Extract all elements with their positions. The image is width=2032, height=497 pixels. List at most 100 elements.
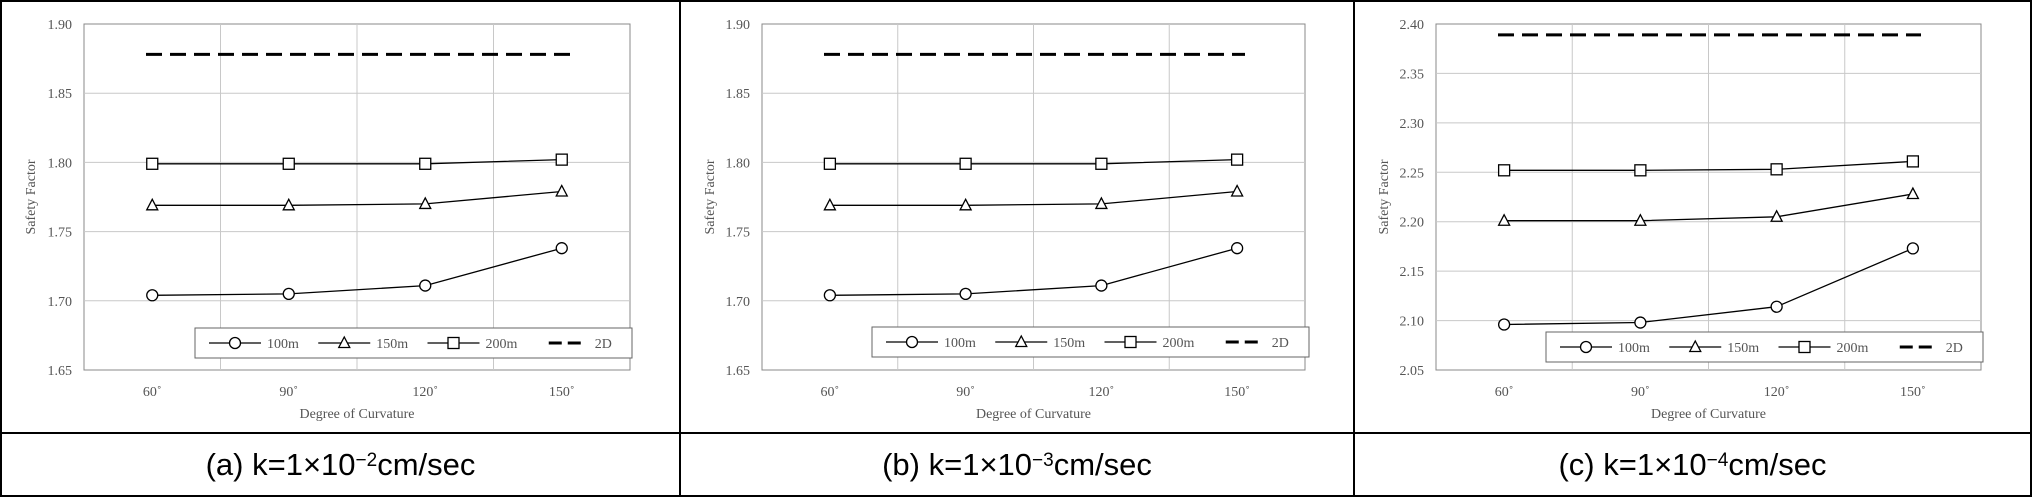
legend-label: 2D: [1946, 341, 1963, 356]
chart-panel-a: 1.65 1.70 1.75 1.80 1.85 1.90 60˚ 90˚ 120˚ 150˚ De…: [2, 0, 679, 432]
point-100m: [1770, 300, 1783, 313]
y-tick-label: 2.35: [1400, 67, 1425, 82]
y-tick-label: 1.70: [726, 295, 751, 310]
point-150m: [1497, 213, 1511, 226]
point-100m: [146, 289, 159, 302]
point-200m: [1634, 164, 1647, 177]
legend-marker-200m: [1798, 340, 1811, 354]
x-tick-label: 120˚: [1764, 385, 1790, 400]
legend-label: 100m: [944, 336, 976, 351]
point-200m: [1230, 153, 1244, 166]
series-line-150m: [1504, 193, 1914, 222]
point-150m: [555, 184, 569, 197]
legend: 100m 150m 200m 2D: [194, 327, 633, 359]
point-200m: [959, 157, 972, 170]
legend: 100m 150m 200m 2D: [1545, 331, 1984, 363]
x-axis-title: Degree of Curvature: [976, 407, 1091, 422]
y-tick-label: 2.05: [1400, 364, 1425, 379]
y-tick-label: 2.40: [1400, 18, 1425, 33]
y-tick-label: 2.25: [1400, 166, 1425, 181]
x-tick-label: 60˚: [821, 385, 840, 400]
legend-label: 100m: [1618, 341, 1650, 356]
y-tick-label: 1.90: [726, 18, 751, 33]
y-tick-label: 1.70: [48, 295, 73, 310]
legend-marker-200m: [1124, 335, 1137, 349]
caption-suffix: cm/sec: [377, 446, 476, 482]
x-tick-label: 60˚: [1495, 385, 1514, 400]
chart-b: 1.65 1.70 1.75 1.80 1.85 1.90 60˚ 90˚ 120˚ 150˚ De…: [703, 18, 1310, 422]
point-150m: [1906, 186, 1920, 200]
point-150m: [1230, 184, 1244, 197]
y-axis-title: Safety Factor: [24, 159, 39, 234]
point-150m: [1094, 196, 1108, 210]
series-line-150m: [152, 190, 562, 206]
point-100m: [823, 289, 837, 302]
point-200m: [1095, 157, 1108, 170]
point-150m: [145, 197, 159, 211]
x-axis-title: Degree of Curvature: [299, 407, 414, 422]
y-tick-label: 2.15: [1400, 265, 1425, 280]
point-150m: [1770, 209, 1784, 222]
point-100m: [1230, 242, 1244, 255]
x-tick-label: 150˚: [1224, 385, 1250, 400]
y-tick-label: 2.20: [1400, 216, 1425, 231]
x-tick-label: 60˚: [143, 385, 162, 400]
legend-label: 200m: [1837, 341, 1869, 356]
caption-prefix: (a) k=1×10: [205, 446, 356, 482]
panel-divider: [1353, 0, 1355, 497]
legend-marker-150m: [1014, 334, 1028, 348]
legend-marker-150m: [1688, 339, 1702, 353]
y-tick-label: 1.80: [48, 156, 73, 171]
y-tick-label: 1.80: [726, 156, 751, 171]
point-100m: [1906, 242, 1920, 255]
series-line-200m: [152, 158, 562, 165]
point-200m: [555, 153, 568, 166]
point-200m: [1770, 163, 1783, 176]
point-100m: [1497, 318, 1511, 331]
caption-b: (b) k=1×10 −3 cm/sec: [882, 446, 1152, 482]
point-100m: [959, 287, 972, 301]
series-line-150m: [829, 190, 1238, 206]
y-tick-label: 1.75: [48, 226, 73, 241]
legend-marker-200m: [447, 336, 460, 350]
x-tick-label: 120˚: [1089, 385, 1115, 400]
legend-label: 100m: [267, 337, 299, 352]
legend: 100m 150m 200m 2D: [871, 326, 1310, 358]
y-tick-label: 2.30: [1400, 117, 1425, 132]
point-100m: [282, 287, 295, 301]
point-100m: [1634, 316, 1647, 329]
x-tick-label: 150˚: [549, 385, 575, 400]
panel-divider: [679, 0, 681, 497]
x-tick-label: 90˚: [279, 385, 298, 400]
x-tick-label: 120˚: [412, 385, 438, 400]
legend-label: 2D: [1272, 336, 1289, 351]
y-tick-label: 1.85: [726, 87, 751, 102]
y-axis-title: Safety Factor: [703, 159, 718, 234]
point-150m: [959, 197, 973, 211]
point-200m: [146, 157, 159, 170]
point-200m: [282, 157, 295, 170]
legend-label: 150m: [1727, 341, 1759, 356]
point-100m: [555, 242, 568, 255]
legend-marker-100m: [228, 336, 242, 350]
chart-panel-b: 1.65 1.70 1.75 1.80 1.85 1.90 60˚ 90˚ 120˚ 150˚ De…: [681, 0, 1353, 432]
caption-suffix: cm/sec: [1728, 446, 1827, 482]
series-line-200m: [1504, 160, 1913, 171]
x-axis-title: Degree of Curvature: [1651, 407, 1766, 422]
caption-a: (a) k=1×10 −2 cm/sec: [205, 446, 476, 482]
caption-prefix: (c) k=1×10: [1558, 446, 1707, 482]
y-tick-label: 1.65: [48, 364, 73, 379]
y-axis-title: Safety Factor: [1377, 159, 1392, 234]
point-150m: [418, 196, 432, 210]
chart-a: 1.65 1.70 1.75 1.80 1.85 1.90 60˚ 90˚ 120˚ 150˚ De…: [24, 18, 633, 422]
legend-marker-150m: [337, 335, 351, 349]
x-tick-label: 90˚: [1631, 385, 1650, 400]
chart-panel-c: 2.05 2.10 2.15 2.20 2.25 2.30 2.35 2.40 60˚ 90˚ 12…: [1355, 0, 2030, 432]
series-line-100m: [152, 247, 562, 296]
chart-c: 2.05 2.10 2.15 2.20 2.25 2.30 2.35 2.40 60˚ 90˚ 12…: [1377, 18, 1984, 422]
caption-c: (c) k=1×10 −4 cm/sec: [1558, 446, 1827, 482]
caption-suffix: cm/sec: [1053, 446, 1152, 482]
point-200m: [1906, 155, 1920, 168]
series-line-200m: [829, 158, 1238, 165]
